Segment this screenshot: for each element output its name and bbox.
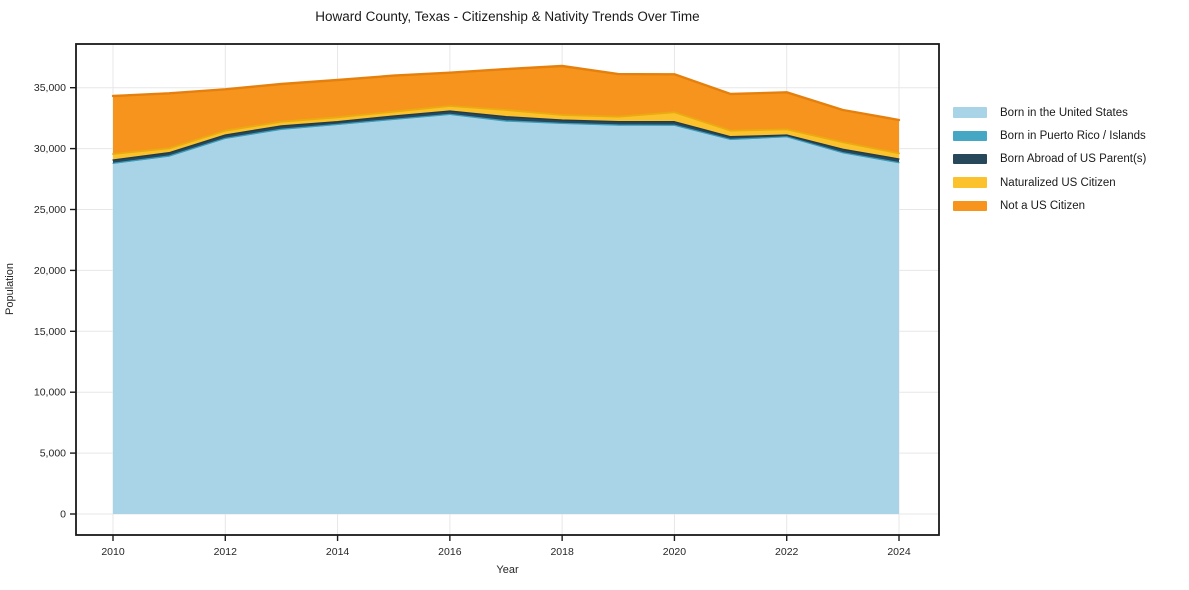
legend-label: Born Abroad of US Parent(s) [1000,153,1147,166]
legend-label: Born in the United States [1000,106,1128,119]
legend-label: Not a US Citizen [1000,199,1086,212]
chart-title: Howard County, Texas - Citizenship & Nat… [315,9,700,24]
x-axis-label: Year [496,564,519,576]
x-tick-label: 2024 [887,546,911,558]
legend-item: Naturalized US Citizen [953,171,1146,194]
x-tick-label: 2022 [775,546,799,558]
legend-swatch-not-citizen [953,200,987,212]
legend-swatch-born-us [953,107,987,118]
area-series-0 [113,115,899,514]
x-tick-label: 2016 [438,546,462,558]
y-tick-label: 10,000 [34,387,66,399]
y-tick-label: 0 [60,509,66,521]
legend-swatch-born-pr [953,130,987,142]
legend-swatch-born-abroad [953,153,987,165]
legend: Born in the United States Born in Puerto… [953,101,1146,217]
legend-item: Born Abroad of US Parent(s) [953,148,1146,171]
x-tick-label: 2018 [550,546,574,558]
legend-label: Born in Puerto Rico / Islands [1000,129,1146,142]
legend-swatch-naturalized [953,177,987,188]
x-tick-label: 2010 [101,546,125,558]
y-tick-label: 20,000 [34,265,66,277]
y-axis-label: Population [4,263,16,315]
y-tick-label: 25,000 [34,204,66,216]
x-tick-label: 2012 [214,546,238,558]
legend-item: Born in the United States [953,101,1146,124]
x-tick-label: 2014 [326,546,350,558]
legend-label: Naturalized US Citizen [1000,176,1116,189]
legend-item: Not a US Citizen [953,194,1146,217]
x-tick-label: 2020 [663,546,687,558]
y-tick-label: 15,000 [34,326,66,338]
legend-item: Born in Puerto Rico / Islands [953,124,1146,147]
y-tick-label: 35,000 [34,82,66,94]
y-tick-label: 30,000 [34,143,66,155]
y-tick-label: 5,000 [40,448,66,460]
